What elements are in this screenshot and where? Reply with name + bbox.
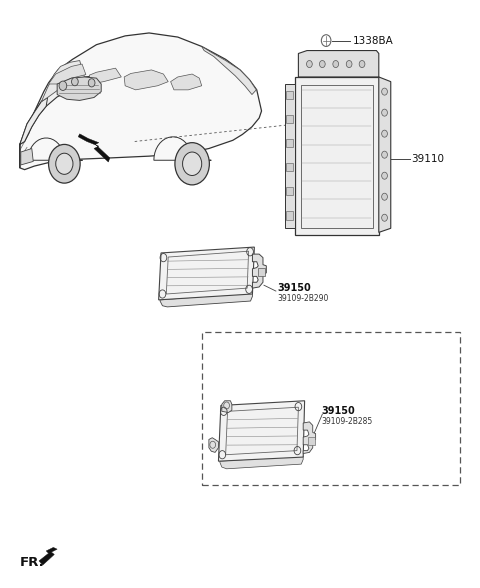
Polygon shape bbox=[48, 64, 86, 84]
Bar bbox=[301, 85, 372, 228]
Text: 1338BA: 1338BA bbox=[352, 36, 393, 46]
Text: 39110: 39110 bbox=[411, 154, 444, 164]
Polygon shape bbox=[57, 77, 101, 101]
Bar bbox=[287, 139, 293, 148]
Text: 39109-2B285: 39109-2B285 bbox=[322, 417, 372, 426]
Polygon shape bbox=[154, 137, 211, 161]
Bar bbox=[308, 437, 315, 445]
Polygon shape bbox=[124, 70, 168, 90]
Polygon shape bbox=[379, 77, 391, 232]
Polygon shape bbox=[295, 77, 379, 235]
Polygon shape bbox=[158, 247, 254, 300]
Polygon shape bbox=[20, 33, 262, 170]
Polygon shape bbox=[21, 149, 33, 165]
Bar bbox=[258, 268, 265, 276]
Polygon shape bbox=[299, 51, 379, 77]
Circle shape bbox=[175, 143, 209, 185]
Circle shape bbox=[382, 172, 387, 179]
Circle shape bbox=[346, 61, 352, 68]
Bar bbox=[287, 163, 293, 171]
Polygon shape bbox=[220, 456, 303, 469]
Bar bbox=[202, 332, 460, 485]
Polygon shape bbox=[41, 61, 84, 102]
Circle shape bbox=[333, 61, 338, 68]
Circle shape bbox=[320, 61, 325, 68]
Circle shape bbox=[382, 151, 387, 158]
Polygon shape bbox=[20, 76, 99, 145]
Polygon shape bbox=[39, 547, 57, 565]
Bar bbox=[287, 187, 293, 195]
Text: 39150: 39150 bbox=[322, 406, 355, 416]
Circle shape bbox=[59, 81, 67, 91]
Circle shape bbox=[382, 214, 387, 221]
Polygon shape bbox=[209, 437, 218, 452]
Circle shape bbox=[88, 79, 95, 87]
Polygon shape bbox=[89, 68, 121, 84]
Circle shape bbox=[359, 61, 365, 68]
Polygon shape bbox=[202, 46, 256, 95]
Polygon shape bbox=[160, 293, 252, 307]
Polygon shape bbox=[222, 401, 232, 413]
Circle shape bbox=[382, 130, 387, 137]
Polygon shape bbox=[252, 254, 266, 288]
Circle shape bbox=[307, 61, 312, 68]
Polygon shape bbox=[28, 138, 83, 161]
Circle shape bbox=[382, 109, 387, 116]
Polygon shape bbox=[303, 422, 316, 453]
Polygon shape bbox=[20, 98, 48, 168]
Circle shape bbox=[48, 145, 80, 183]
Bar bbox=[287, 115, 293, 123]
Circle shape bbox=[72, 78, 78, 86]
Circle shape bbox=[382, 193, 387, 201]
Circle shape bbox=[182, 152, 202, 175]
Bar bbox=[287, 91, 293, 99]
Circle shape bbox=[56, 153, 73, 174]
Text: FR.: FR. bbox=[20, 556, 45, 569]
Polygon shape bbox=[218, 401, 305, 461]
Polygon shape bbox=[78, 134, 110, 162]
Bar bbox=[287, 211, 293, 219]
Circle shape bbox=[382, 88, 387, 95]
Text: 39150: 39150 bbox=[277, 283, 311, 293]
Polygon shape bbox=[170, 74, 202, 90]
Text: 39109-2B290: 39109-2B290 bbox=[277, 293, 329, 303]
Polygon shape bbox=[285, 84, 295, 228]
